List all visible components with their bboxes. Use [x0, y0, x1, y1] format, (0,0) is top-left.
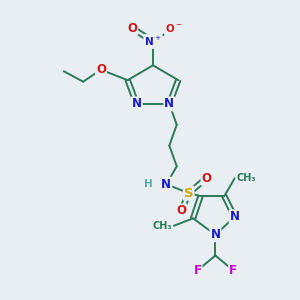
Text: F: F	[194, 264, 202, 277]
Text: CH₃: CH₃	[236, 173, 256, 183]
Text: N: N	[132, 98, 142, 110]
Text: CH₃: CH₃	[153, 221, 172, 231]
Text: F: F	[229, 264, 237, 277]
Text: N$^+$: N$^+$	[144, 35, 162, 48]
Text: O: O	[176, 204, 186, 218]
Text: N: N	[210, 228, 220, 241]
Text: N: N	[161, 178, 171, 191]
Text: O: O	[127, 22, 137, 34]
Text: H: H	[144, 179, 153, 189]
Text: O$^-$: O$^-$	[165, 22, 183, 34]
Text: O: O	[202, 172, 212, 185]
Text: S: S	[184, 187, 194, 200]
Text: O: O	[96, 63, 106, 76]
Text: N: N	[230, 210, 240, 224]
Text: N: N	[164, 98, 174, 110]
